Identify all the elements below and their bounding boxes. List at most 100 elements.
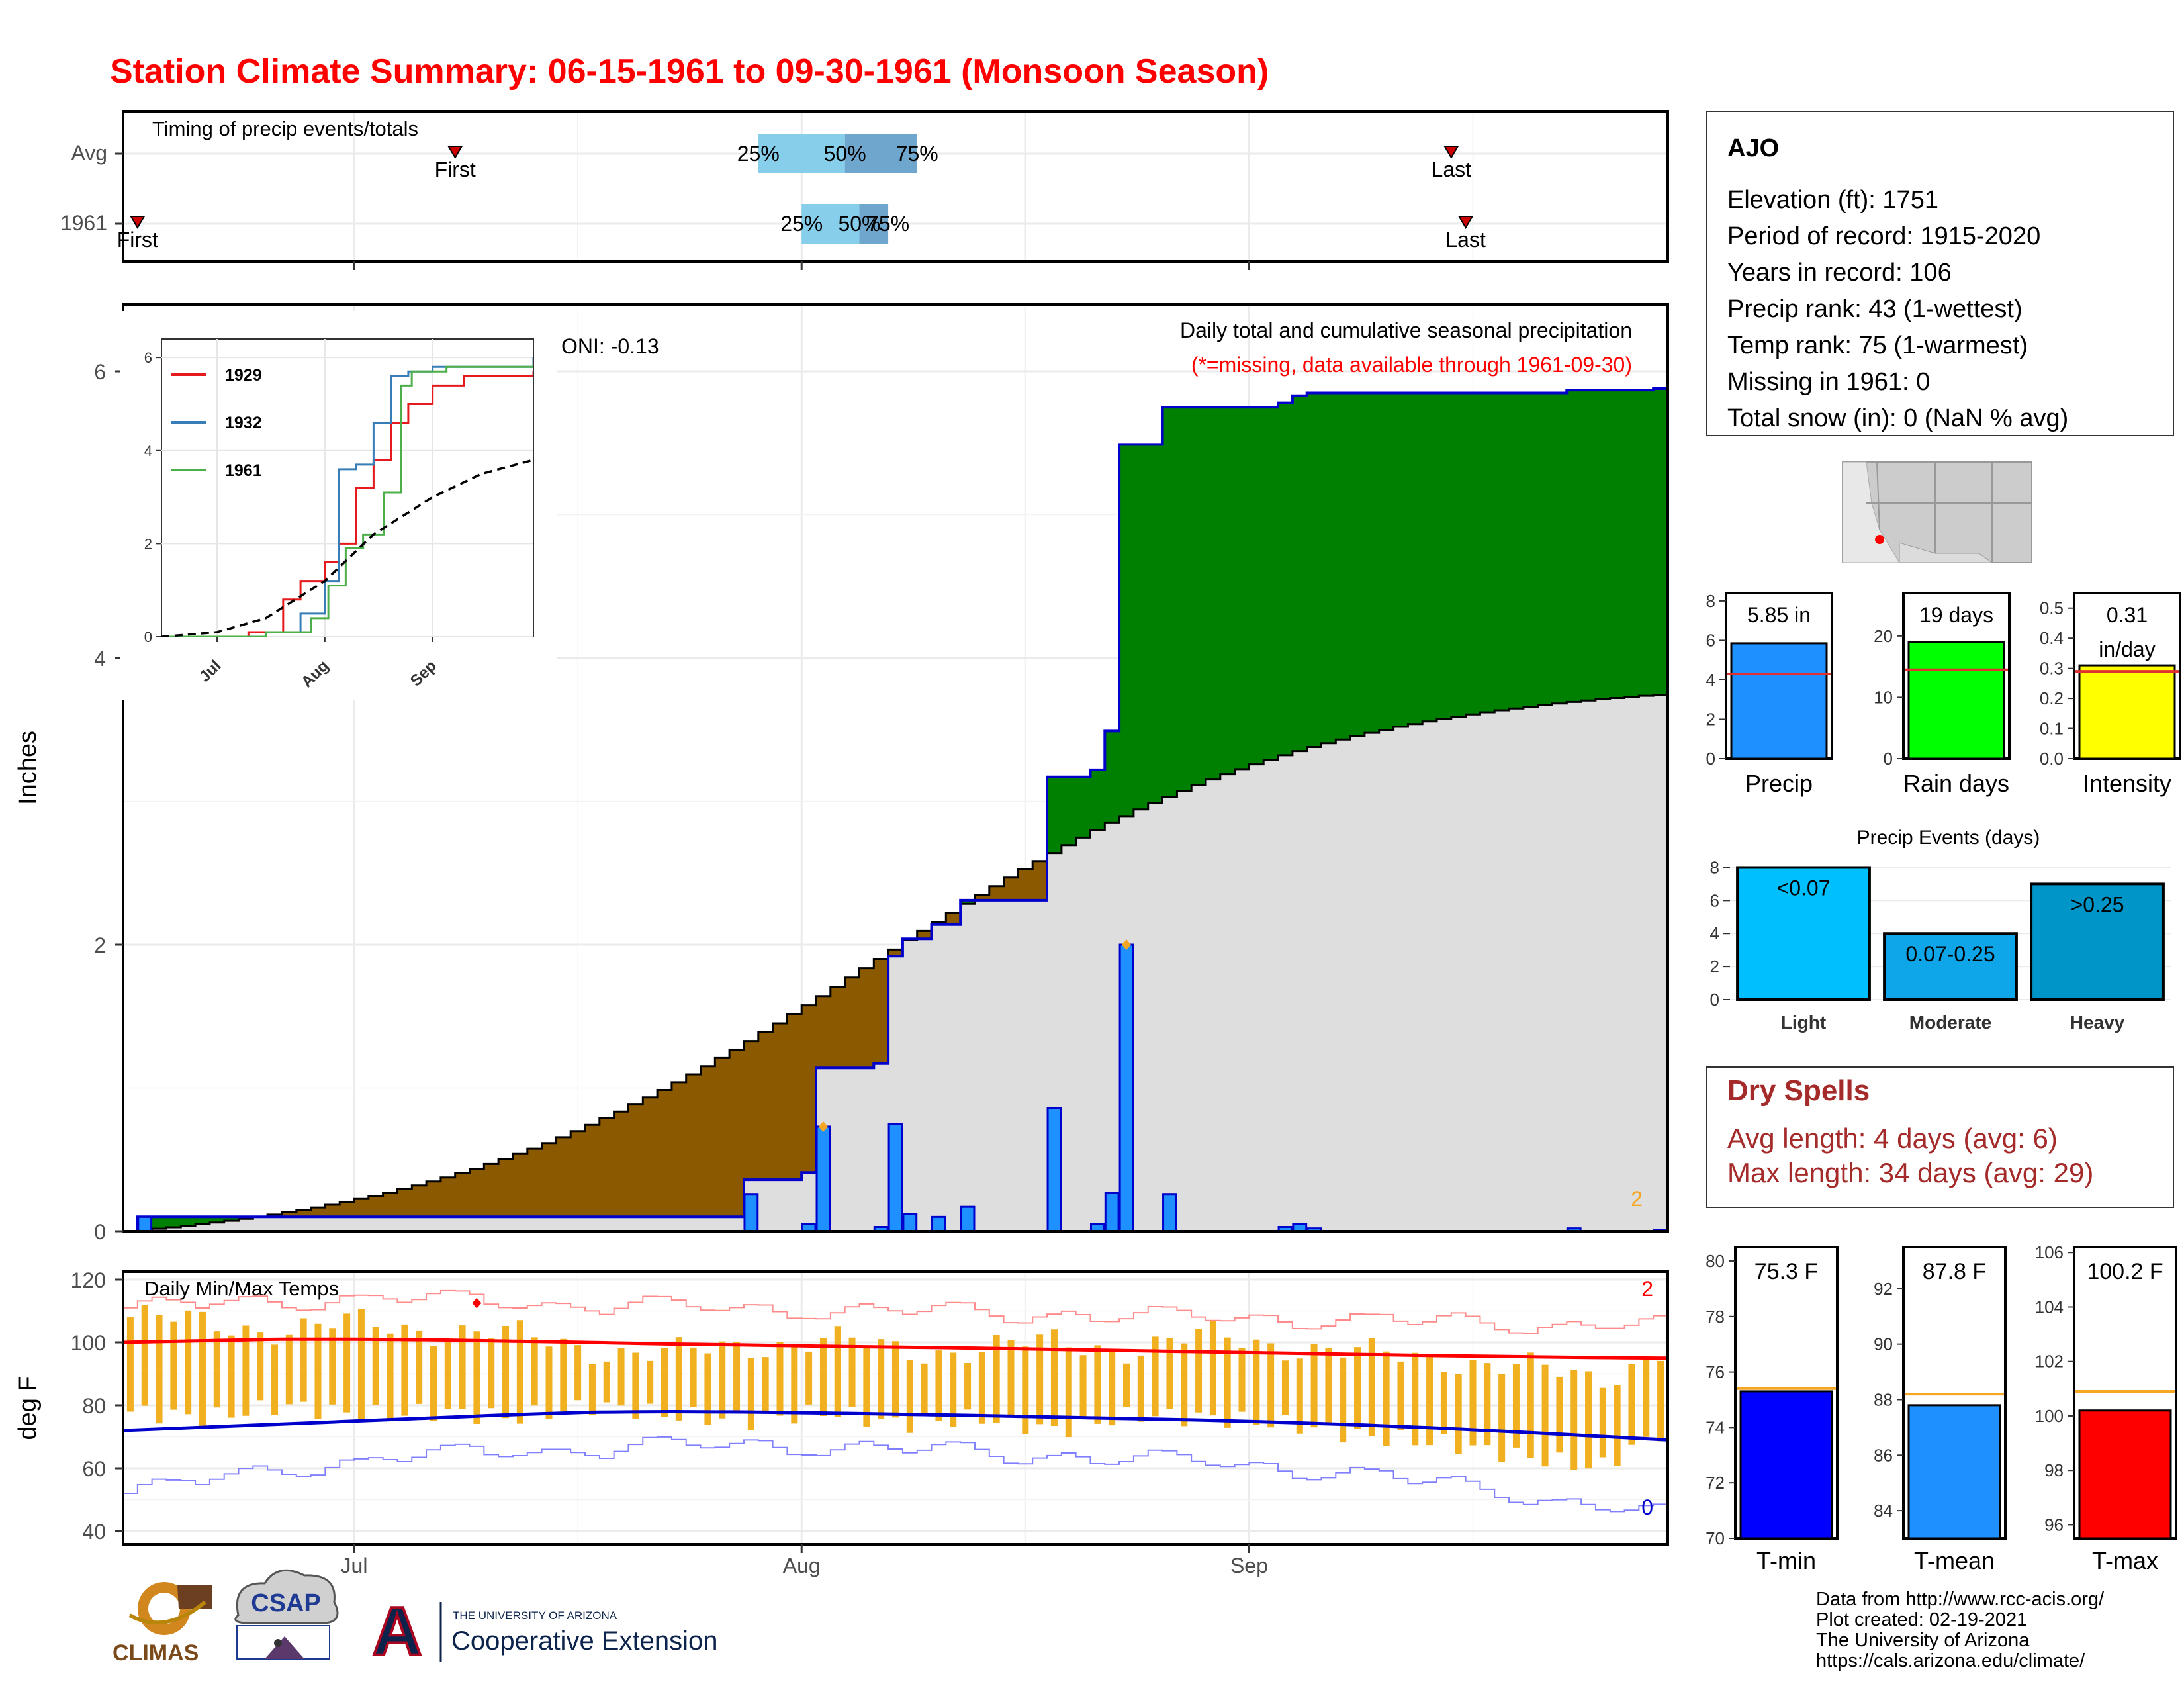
deficit-area: [512, 1154, 528, 1217]
climas-logo: CLIMAS: [113, 1582, 212, 1665]
value-bar: [2078, 1409, 2172, 1540]
daily-precip-bar: [815, 1125, 831, 1231]
daily-precip-bar: [801, 1223, 817, 1231]
temp-summary-bar-charts: 70 72 74 76 78 80 75.3 F T-min 84 86 88 90 92 87.8 F T…: [1706, 1243, 2177, 1574]
daily-precip-bar: [873, 1226, 889, 1231]
surplus-area: [1393, 393, 1408, 727]
deficit-area: [931, 921, 946, 925]
deficit-area: [888, 949, 903, 957]
y-tick-label: 120: [71, 1268, 106, 1292]
surplus-area: [181, 1217, 196, 1226]
deficit-area: [614, 1111, 629, 1217]
temp-chart-title: Daily Min/Max Temps: [144, 1277, 339, 1300]
legend-label: 1929: [225, 366, 262, 385]
y-tick-label: 80: [1706, 1251, 1725, 1271]
summary-bar-intensity: 0.0 0.1 0.2 0.3 0.4 0.5 0.31 in/day Intensity: [2040, 592, 2181, 797]
surplus-area: [1177, 407, 1192, 791]
deficit-area: [383, 1192, 398, 1217]
deficit-area: [484, 1164, 499, 1217]
value-bar: [2078, 664, 2176, 760]
bar-label: T-max: [2092, 1547, 2158, 1574]
surplus-area: [1133, 444, 1149, 810]
event-category-label: Light: [1781, 1012, 1826, 1033]
surplus-area: [1075, 776, 1091, 838]
first-label: First: [435, 158, 476, 181]
dry-spells-box: Dry Spells Avg length: 4 days (avg: 6) M…: [1706, 1066, 2174, 1208]
deficit-area: [628, 1104, 643, 1217]
station-line: Period of record: 1915-2020: [1727, 222, 2040, 250]
deficit-area: [787, 1014, 802, 1180]
value-label: 5.85 in: [1747, 603, 1811, 627]
value-bar: [1907, 1404, 2001, 1540]
oni-label: ONI: -0.13: [561, 334, 659, 358]
timing-row-label-avg: Avg: [71, 141, 107, 165]
y-tick-label: 10: [1874, 687, 1893, 707]
legend-label: 1932: [225, 414, 262, 432]
timing-title: Timing of precip events/totals: [152, 117, 418, 140]
deficit-area: [844, 977, 860, 1068]
y-tick-label: 70: [1706, 1528, 1725, 1548]
deficit-area: [729, 1049, 745, 1217]
surplus-area: [1205, 407, 1221, 780]
ua-logo-letter: A: [372, 1593, 422, 1670]
deficit-area: [296, 1209, 312, 1217]
inset-series-line: [161, 371, 533, 637]
surplus-area: [1191, 407, 1206, 785]
y-tick-label: 0: [1706, 749, 1715, 769]
y-tick-label: 4: [94, 647, 106, 671]
y-tick-label: 90: [1874, 1335, 1893, 1354]
y-tick-label: 76: [1706, 1362, 1725, 1382]
surplus-area: [1451, 393, 1467, 717]
deficit-area: [368, 1196, 384, 1217]
average-cumulative-area: [123, 694, 1668, 1231]
daily-precip-bar: [931, 1215, 946, 1231]
inset-series-line: [161, 459, 533, 637]
temp-y-axis-label: deg F: [14, 1376, 42, 1440]
deficit-area: [340, 1201, 355, 1217]
y-tick-label: 100: [2035, 1406, 2064, 1426]
value-label: 19 days: [1919, 603, 1993, 627]
surplus-area: [1509, 393, 1524, 709]
y-tick-label: 96: [2044, 1515, 2064, 1534]
bar-label: Intensity: [2083, 770, 2171, 797]
summary-bar-rain-days: 0 10 20 19 days Rain days: [1874, 592, 2011, 797]
daily-precip-bar: [1277, 1226, 1293, 1231]
station-info-box: AJO Elevation (ft): 1751 Period of recor…: [1706, 111, 2174, 436]
deficit-area: [816, 996, 831, 1068]
surplus-area: [1653, 388, 1668, 695]
last-label: Last: [1432, 158, 1472, 181]
deficit-area: [440, 1177, 456, 1217]
deficit-area: [412, 1185, 427, 1217]
quartile-box-lower: [801, 204, 860, 244]
surplus-area: [1350, 393, 1365, 737]
y-tick-label: 86: [1874, 1445, 1893, 1465]
surplus-area: [1234, 407, 1250, 769]
surplus-area: [1321, 393, 1336, 743]
surplus-area: [1668, 389, 1682, 694]
deficit-area: [801, 1005, 817, 1173]
value-label: 0.31: [2107, 603, 2148, 627]
surplus-area: [1436, 393, 1452, 720]
deficit-area: [281, 1212, 297, 1217]
surplus-area: [1494, 393, 1510, 711]
daily-precip-bar: [1046, 1107, 1062, 1231]
y-tick-label: 0.5: [2040, 598, 2064, 618]
deficit-area: [310, 1207, 326, 1217]
daily-precip-bar: [1089, 1223, 1105, 1231]
inset-y-tick-label: 6: [144, 350, 152, 366]
y-tick-label: 0: [1710, 990, 1719, 1009]
deficit-area: [859, 968, 874, 1068]
deficit-area: [325, 1205, 340, 1217]
deficit-area: [700, 1066, 715, 1217]
quartile-box-upper: [844, 134, 917, 173]
daily-precip-bar: [137, 1215, 153, 1231]
deficit-area: [1032, 861, 1048, 900]
last-marker: [1443, 146, 1459, 159]
surplus-area: [152, 1217, 167, 1229]
y-tick-label: 0.2: [2040, 688, 2064, 708]
surplus-area: [1364, 393, 1380, 733]
quartile-box-upper: [859, 204, 889, 244]
deficit-area: [989, 886, 1005, 900]
daily-precip-bar: [887, 1123, 903, 1231]
y-tick-label: 0: [1884, 749, 1893, 769]
